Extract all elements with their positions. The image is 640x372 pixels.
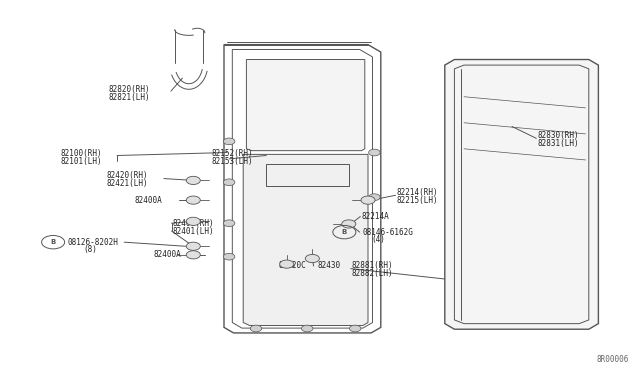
Circle shape — [280, 260, 294, 268]
Circle shape — [349, 325, 361, 332]
Text: 82882(LH): 82882(LH) — [352, 269, 394, 278]
Text: 82421(LH): 82421(LH) — [107, 179, 148, 188]
Circle shape — [223, 138, 235, 145]
Circle shape — [223, 253, 235, 260]
Circle shape — [186, 251, 200, 259]
Circle shape — [361, 196, 375, 204]
Text: 82215(LH): 82215(LH) — [397, 196, 438, 205]
Text: (8): (8) — [83, 246, 97, 254]
Text: 8R00006: 8R00006 — [596, 355, 628, 364]
Text: (4): (4) — [372, 235, 386, 244]
Circle shape — [577, 304, 588, 310]
Circle shape — [186, 217, 200, 225]
Text: 08146-6162G: 08146-6162G — [362, 228, 413, 237]
Circle shape — [223, 179, 235, 186]
Text: 82152(RH): 82152(RH) — [211, 149, 253, 158]
Text: 82400A: 82400A — [154, 250, 181, 259]
Circle shape — [186, 242, 200, 250]
Text: 82821(LH): 82821(LH) — [109, 93, 150, 102]
Circle shape — [305, 254, 319, 263]
Polygon shape — [445, 60, 598, 329]
Text: 82831(LH): 82831(LH) — [538, 139, 579, 148]
Text: B: B — [342, 229, 347, 235]
Circle shape — [186, 196, 200, 204]
Text: 82153(LH): 82153(LH) — [211, 157, 253, 166]
Text: 82100(RH): 82100(RH) — [61, 149, 102, 158]
Text: 82430: 82430 — [317, 262, 340, 270]
Polygon shape — [243, 154, 368, 326]
Circle shape — [301, 325, 313, 332]
Text: 82420(RH): 82420(RH) — [107, 171, 148, 180]
Text: 82400(RH): 82400(RH) — [173, 219, 214, 228]
Circle shape — [455, 78, 467, 85]
Circle shape — [186, 176, 200, 185]
Circle shape — [342, 220, 356, 228]
Text: 82214A: 82214A — [362, 212, 389, 221]
Text: B: B — [51, 239, 56, 245]
Circle shape — [369, 194, 380, 201]
Text: 82881(RH): 82881(RH) — [352, 262, 394, 270]
Text: 82830(RH): 82830(RH) — [538, 131, 579, 140]
Text: 82401(LH): 82401(LH) — [173, 227, 214, 235]
Circle shape — [223, 220, 235, 227]
Text: 08126-8202H: 08126-8202H — [67, 238, 118, 247]
Circle shape — [369, 149, 380, 156]
Text: 82400A: 82400A — [134, 196, 162, 205]
Text: 82101(LH): 82101(LH) — [61, 157, 102, 166]
Text: 82420C: 82420C — [278, 262, 306, 270]
Text: 82214(RH): 82214(RH) — [397, 188, 438, 197]
Circle shape — [250, 325, 262, 332]
Circle shape — [455, 304, 467, 310]
Circle shape — [577, 78, 588, 85]
Polygon shape — [246, 60, 365, 151]
Text: 82820(RH): 82820(RH) — [109, 85, 150, 94]
